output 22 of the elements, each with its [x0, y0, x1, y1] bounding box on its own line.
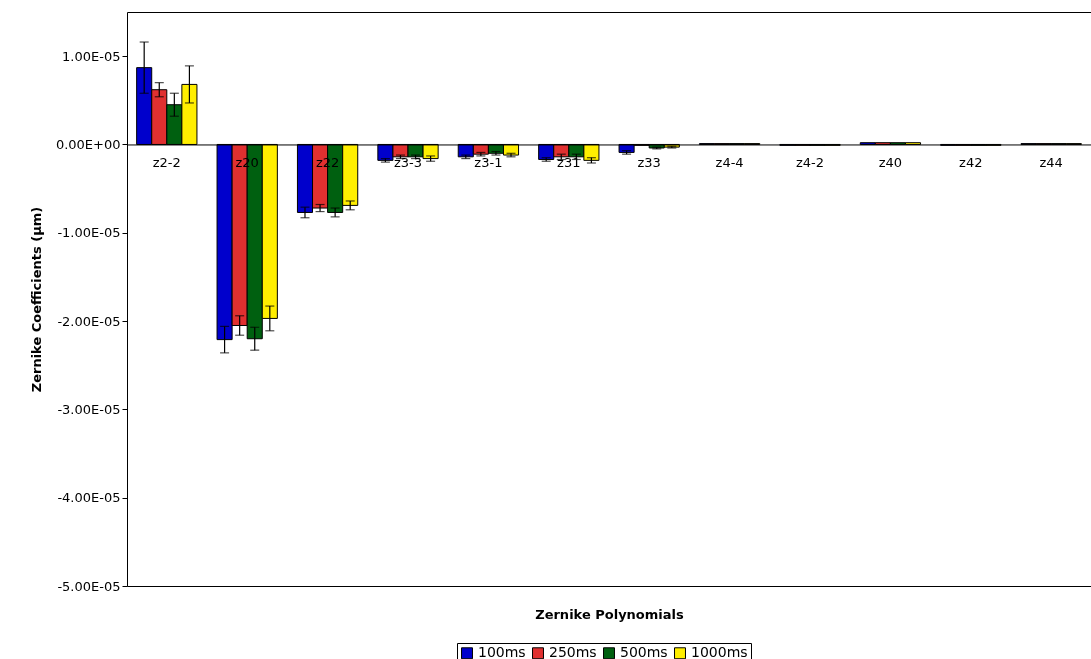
x-tick-label: z4-4: [715, 154, 744, 170]
y-tick-label: 1.00E-05: [62, 48, 121, 64]
y-tick-label: -4.00E-05: [57, 490, 121, 506]
y-tick-label: -5.00E-05: [57, 578, 121, 594]
y-tick-label: -3.00E-05: [57, 401, 121, 417]
y-axis-title: Zernike Coefficients (µm): [28, 206, 44, 393]
legend-label: 1000ms: [691, 644, 748, 659]
y-tick-label: -2.00E-05: [57, 313, 121, 329]
y-tick-label: 0.00E+00: [55, 136, 121, 152]
x-tick-label: z40: [878, 154, 903, 170]
legend-label: 250ms: [549, 644, 597, 659]
x-tick-label: z3-3: [393, 154, 423, 170]
x-tick-label: z33: [637, 154, 661, 170]
x-axis-title: Zernike Polynomials: [535, 606, 685, 622]
x-tick-label: z44: [1039, 154, 1063, 170]
x-tick-label: z2-2: [152, 154, 181, 170]
y-tick-label: -1.00E-05: [57, 225, 121, 241]
legend-label: 500ms: [620, 644, 668, 659]
x-tick-label: z3-1: [474, 154, 503, 170]
legend-label: 100ms: [478, 644, 526, 659]
x-tick-label: z42: [959, 154, 983, 170]
x-tick-label: z4-2: [795, 154, 825, 170]
